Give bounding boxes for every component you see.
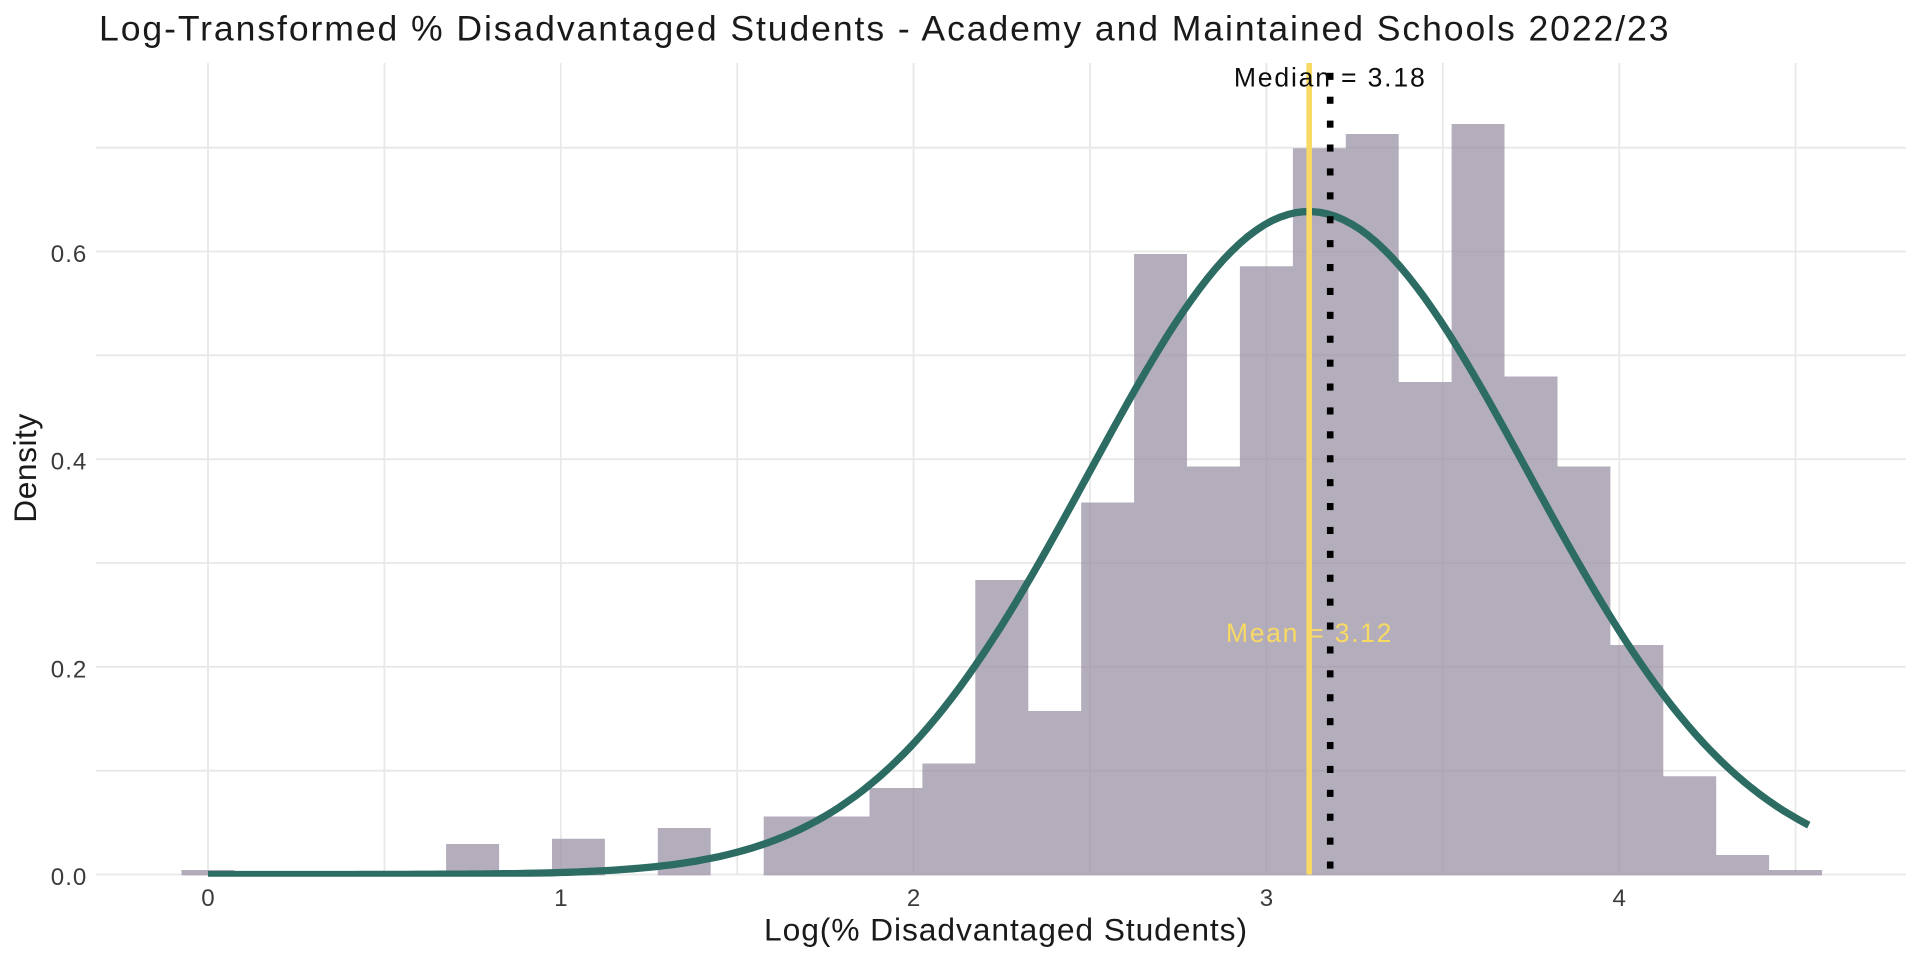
svg-text:0: 0 (201, 885, 214, 912)
svg-text:0.0: 0.0 (51, 864, 88, 891)
svg-text:Log-Transformed % Disadvantage: Log-Transformed % Disadvantaged Students… (99, 8, 1670, 48)
svg-text:3: 3 (1260, 885, 1273, 912)
svg-text:Mean = 3.12: Mean = 3.12 (1226, 618, 1393, 648)
svg-text:0.6: 0.6 (51, 241, 88, 268)
svg-text:0.4: 0.4 (51, 449, 88, 476)
svg-text:Density: Density (7, 413, 43, 523)
svg-text:1: 1 (554, 885, 567, 912)
svg-text:Log(% Disadvantaged Students): Log(% Disadvantaged Students) (764, 911, 1248, 947)
svg-text:Median = 3.18: Median = 3.18 (1234, 63, 1427, 93)
svg-text:2: 2 (907, 885, 920, 912)
svg-text:0.2: 0.2 (51, 656, 88, 683)
svg-text:4: 4 (1612, 885, 1625, 912)
